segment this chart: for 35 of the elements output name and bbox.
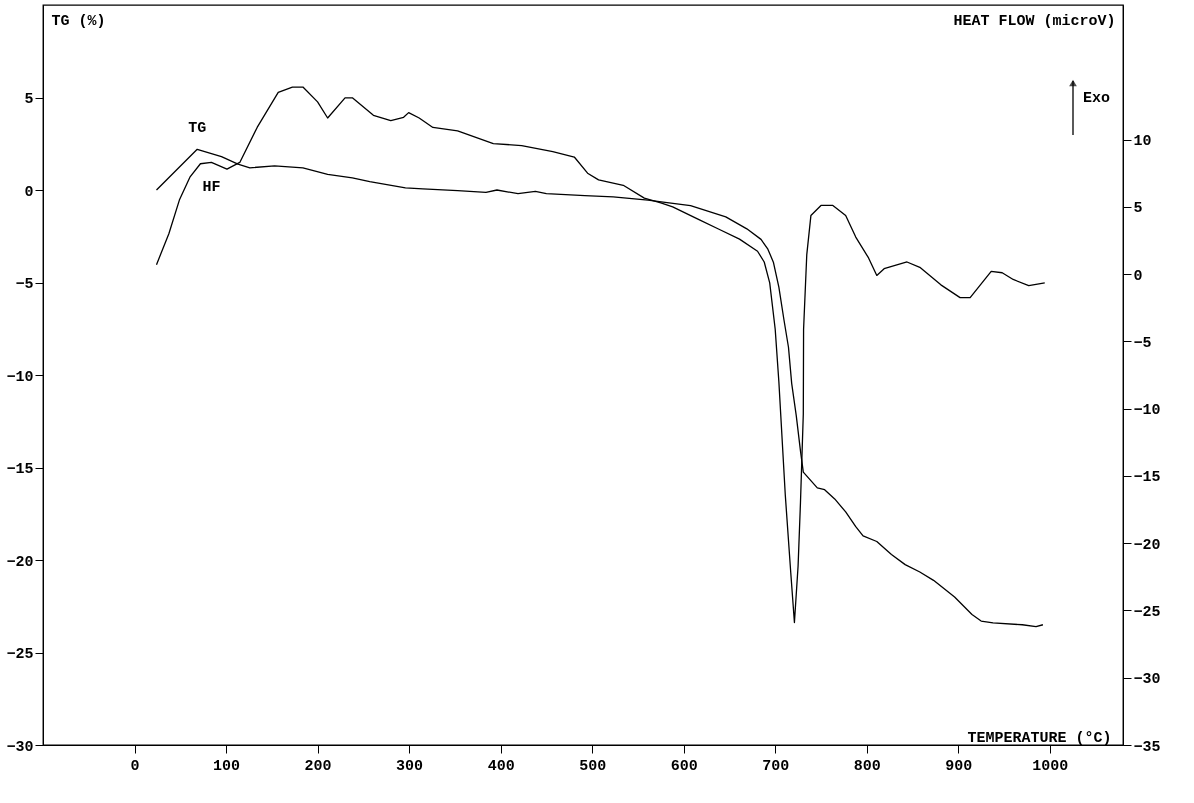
y-tick-label: −5 (15, 276, 34, 293)
y2-tick-label: 5 (1133, 200, 1143, 218)
y2-tick-label: −25 (1133, 603, 1161, 621)
annotation: Exo (1083, 90, 1111, 107)
y-axis-title: TG (%) (51, 12, 106, 30)
x-tick-label: 100 (213, 757, 241, 775)
y2-tick-label: −15 (1133, 469, 1161, 487)
x-tick-label: 600 (670, 757, 698, 775)
y-tick-label: −10 (6, 368, 34, 386)
y-tick-label: 5 (24, 91, 34, 108)
x-tick-label: 1000 (1032, 757, 1069, 775)
x-tick-label: 0 (130, 757, 140, 775)
x-tick-label: 300 (396, 757, 424, 775)
y-tick-label: 0 (24, 183, 34, 201)
y-tick-label: −30 (6, 738, 34, 756)
series-label: TG (188, 120, 207, 138)
x-tick-label: 400 (487, 757, 515, 775)
y2-axis-title: HEAT FLOW (microV) (953, 12, 1116, 30)
y2-tick-label: 0 (1133, 267, 1143, 285)
x-axis-title: TEMPERATURE (°C) (967, 729, 1112, 747)
series-label: HF (202, 179, 221, 197)
x-tick-label: 900 (945, 757, 973, 775)
y2-tick-label: −30 (1133, 671, 1161, 689)
x-tick-label: 500 (579, 757, 607, 775)
y2-tick-label: −5 (1133, 334, 1152, 352)
y2-tick-label: −20 (1133, 536, 1161, 554)
x-tick-label: 700 (762, 757, 790, 775)
y2-tick-label: −10 (1133, 402, 1161, 420)
y-tick-label: −25 (6, 646, 34, 663)
x-tick-label: 200 (304, 757, 332, 775)
x-tick-label: 800 (853, 757, 881, 775)
y-tick-label: −15 (6, 461, 34, 478)
y-tick-label: −20 (6, 553, 34, 571)
y2-tick-label: 10 (1133, 133, 1152, 151)
y2-tick-label: −35 (1133, 738, 1161, 756)
